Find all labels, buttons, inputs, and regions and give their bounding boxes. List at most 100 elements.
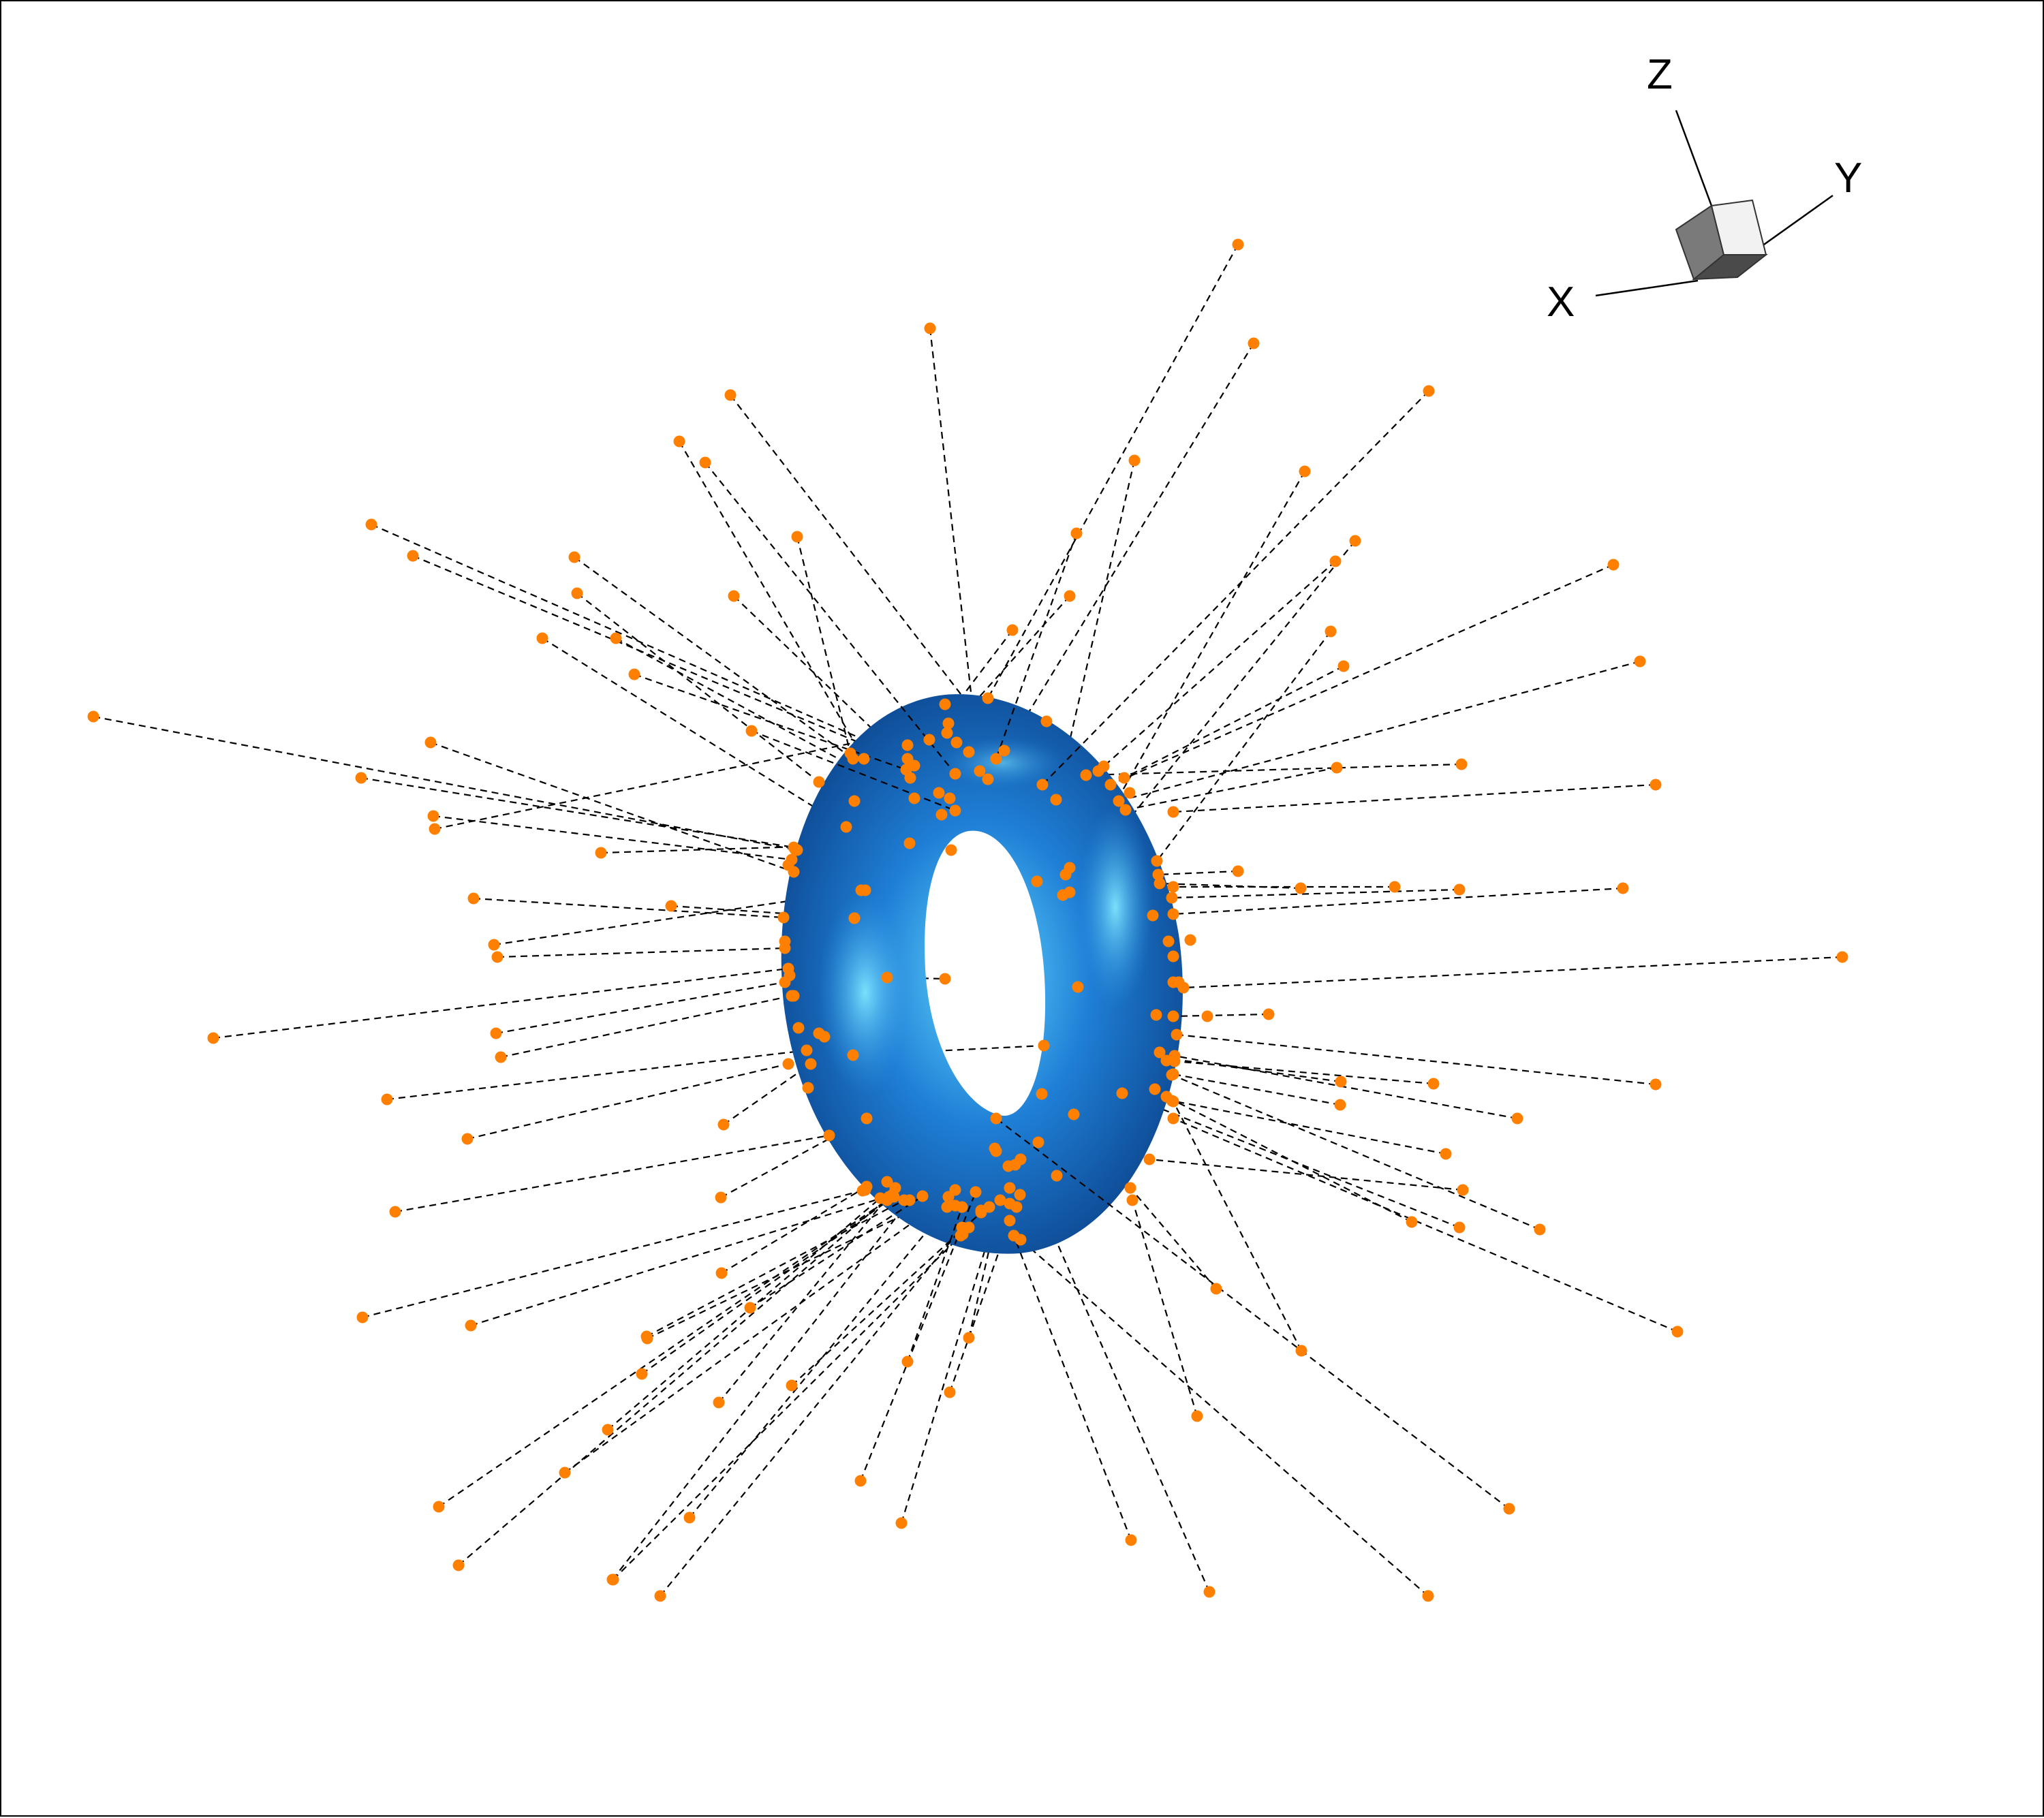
data-point	[848, 795, 861, 807]
connector-line	[641, 1196, 895, 1375]
connector-line	[470, 1193, 893, 1327]
data-point	[916, 1190, 929, 1202]
connector-line	[430, 741, 794, 873]
data-point	[1607, 559, 1620, 571]
data-point	[1334, 1099, 1346, 1111]
connector-line	[1171, 1099, 1446, 1155]
data-point	[427, 810, 439, 822]
connector-line	[1149, 1158, 1464, 1191]
connector-line	[1171, 1073, 1540, 1231]
data-point	[365, 518, 377, 531]
data-point	[1423, 385, 1435, 397]
data-point	[1167, 908, 1179, 920]
data-point	[381, 1093, 393, 1106]
data-point	[607, 1573, 619, 1586]
connector-line	[1173, 1013, 1269, 1018]
data-point	[1152, 868, 1164, 881]
data-point	[1040, 715, 1053, 727]
data-point	[1503, 1503, 1515, 1515]
connector-line	[1130, 1187, 1217, 1289]
data-point	[1004, 1182, 1016, 1194]
data-point	[1116, 1087, 1128, 1099]
data-point	[1153, 877, 1166, 890]
connector-line	[574, 557, 854, 759]
data-point	[1125, 1534, 1137, 1546]
data-point	[859, 884, 871, 896]
data-point	[1036, 1088, 1048, 1100]
connector-line	[1173, 1117, 1678, 1333]
data-point	[941, 727, 953, 739]
data-point	[889, 1182, 901, 1194]
data-point	[1422, 1590, 1434, 1602]
data-point	[452, 1559, 465, 1571]
data-point	[970, 1186, 982, 1198]
data-point	[779, 935, 791, 947]
data-point	[1167, 1112, 1179, 1125]
data-point	[1064, 862, 1076, 874]
connector-line	[497, 947, 786, 958]
data-point	[1406, 1216, 1418, 1228]
torus-highlight-right	[1078, 805, 1153, 1009]
data-point	[933, 787, 945, 799]
connector-line	[721, 1186, 867, 1274]
connector-line	[1118, 660, 1641, 802]
data-point	[975, 1204, 987, 1217]
data-point	[924, 322, 936, 334]
connector-line	[906, 1206, 963, 1362]
data-point	[1064, 886, 1076, 898]
data-point	[1453, 1221, 1466, 1234]
data-point	[1331, 762, 1343, 774]
data-point	[1064, 590, 1076, 602]
data-point	[717, 1118, 730, 1131]
data-point	[595, 847, 607, 859]
connector-line	[987, 244, 1239, 699]
data-point	[944, 792, 956, 804]
data-point	[990, 1145, 1002, 1157]
data-point	[207, 1032, 219, 1044]
data-point	[683, 1511, 696, 1524]
connector-line	[213, 967, 789, 1039]
data-point	[1124, 787, 1136, 799]
data-point	[1118, 772, 1130, 784]
data-point	[1113, 795, 1125, 807]
data-point	[1143, 1153, 1156, 1165]
data-point	[1511, 1112, 1523, 1125]
connector-line	[1019, 1159, 1211, 1593]
data-point	[840, 821, 852, 833]
data-point	[1295, 882, 1307, 894]
data-point	[881, 1176, 893, 1188]
data-point	[1126, 1194, 1139, 1206]
data-point	[355, 772, 367, 784]
data-point	[1162, 935, 1175, 947]
data-point	[1634, 655, 1646, 668]
connector-line	[791, 1212, 982, 1386]
data-point	[791, 531, 803, 543]
data-point	[944, 1386, 956, 1398]
data-point	[1153, 1046, 1166, 1059]
connector-line	[1110, 563, 1614, 786]
connector-line	[679, 441, 865, 759]
data-point	[1457, 1184, 1469, 1196]
data-point	[994, 1194, 1006, 1206]
connector-line	[612, 1200, 910, 1580]
connector-line	[93, 715, 798, 851]
data-point	[904, 772, 916, 784]
data-point	[792, 1022, 805, 1034]
data-point	[1453, 883, 1466, 896]
data-point	[636, 1368, 648, 1380]
connector-line	[1183, 956, 1843, 989]
data-point	[801, 1044, 813, 1056]
connector-line	[852, 1044, 1044, 1056]
data-point	[982, 692, 994, 704]
data-point	[1014, 1189, 1026, 1201]
connector-line	[1125, 766, 1337, 811]
data-point	[1070, 527, 1083, 539]
data-point	[628, 668, 640, 680]
data-point	[654, 1590, 666, 1602]
data-point	[1232, 865, 1244, 877]
data-point	[847, 1049, 859, 1061]
connector-line	[607, 1197, 881, 1430]
connector-line	[438, 1200, 888, 1507]
data-point	[1299, 465, 1311, 477]
